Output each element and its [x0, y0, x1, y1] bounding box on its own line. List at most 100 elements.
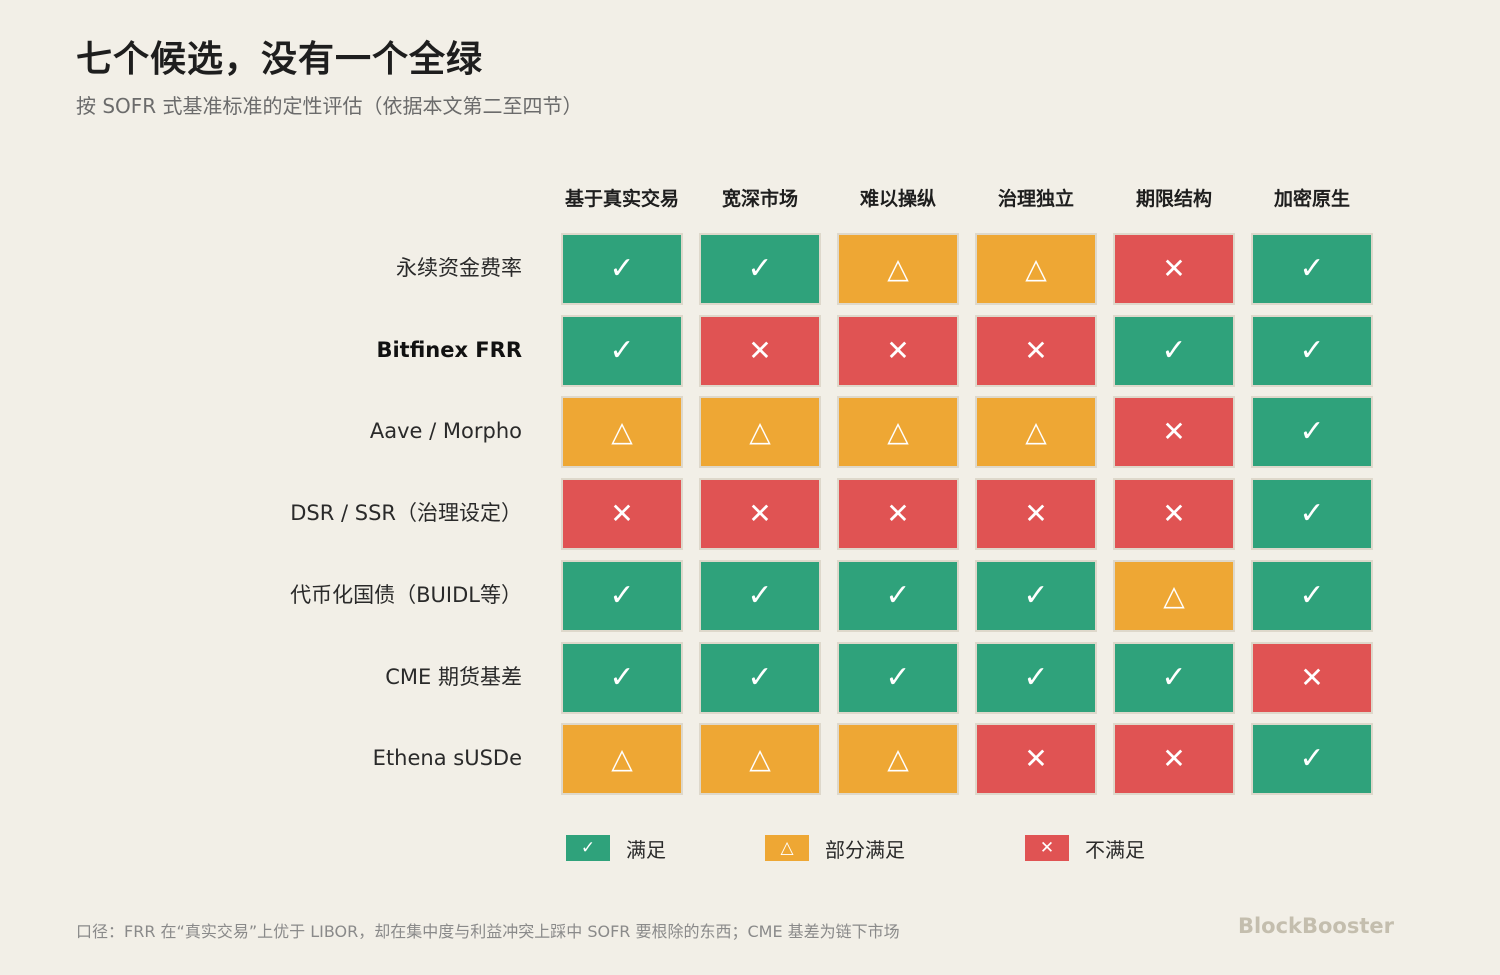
rating-cell-yes: ✓: [699, 560, 821, 632]
rating-cell-yes: ✓: [1251, 233, 1373, 305]
rating-symbol: △: [1163, 579, 1185, 612]
column-header: 治理独立: [997, 188, 1074, 210]
rating-symbol: ✓: [1161, 333, 1187, 368]
rating-cell-yes: ✓: [837, 560, 959, 632]
rating-symbol: ✓: [609, 251, 635, 286]
rating-cell-yes: ✓: [1251, 315, 1373, 387]
column-header: 基于真实交易: [564, 188, 679, 210]
rating-cell-partial: △: [975, 396, 1097, 468]
rating-symbol: △: [611, 742, 633, 775]
rating-cell-yes: ✓: [699, 642, 821, 714]
rating-symbol: ✓: [1299, 741, 1325, 776]
rating-cell-yes: ✓: [1251, 478, 1373, 550]
rating-cell-yes: ✓: [1113, 642, 1235, 714]
rating-symbol: △: [749, 742, 771, 775]
column-header: 期限结构: [1135, 188, 1212, 210]
rating-cell-no: ✕: [1113, 478, 1235, 550]
rating-cell-no: ✕: [1113, 233, 1235, 305]
rating-symbol: △: [611, 415, 633, 448]
rating-symbol: ✓: [1161, 660, 1187, 695]
rating-cell-partial: △: [837, 396, 959, 468]
rating-cell-yes: ✓: [561, 642, 683, 714]
rating-symbol: ✓: [609, 578, 635, 613]
rating-cell-yes: ✓: [1251, 560, 1373, 632]
rating-symbol: ✕: [1024, 742, 1048, 775]
rating-cell-yes: ✓: [975, 560, 1097, 632]
row-label: Aave / Morpho: [369, 419, 522, 443]
rating-cell-partial: △: [837, 723, 959, 795]
rating-cell-yes: ✓: [561, 315, 683, 387]
rating-cell-partial: △: [1113, 560, 1235, 632]
legend-item-partial: △ 部分满足: [765, 834, 905, 862]
chart-subtitle: 按 SOFR 式基准标准的定性评估（依据本文第二至四节）: [76, 94, 583, 118]
rating-symbol: ✕: [886, 497, 910, 530]
row-label: Bitfinex FRR: [376, 338, 522, 362]
rating-cell-no: ✕: [1113, 723, 1235, 795]
rating-cell-yes: ✓: [1113, 315, 1235, 387]
rating-symbol: △: [887, 742, 909, 775]
brand-logo: BlockBooster: [1237, 914, 1394, 938]
rating-cell-yes: ✓: [1251, 396, 1373, 468]
row-label: CME 期货基差: [385, 665, 522, 689]
column-header: 难以操纵: [859, 188, 936, 210]
rating-cell-no: ✕: [699, 478, 821, 550]
rating-cell-yes: ✓: [561, 233, 683, 305]
rating-cell-no: ✕: [837, 315, 959, 387]
rating-symbol: ✓: [747, 251, 773, 286]
rating-cell-yes: ✓: [699, 233, 821, 305]
row-label: Ethena sUSDe: [372, 746, 522, 770]
row-label: DSR / SSR（治理设定）: [290, 501, 522, 525]
rating-cell-no: ✕: [699, 315, 821, 387]
rating-symbol: ✕: [1162, 252, 1186, 285]
column-header: 宽深市场: [721, 188, 798, 210]
rating-cell-partial: △: [837, 233, 959, 305]
rating-symbol: ✕: [748, 497, 772, 530]
footnote: 口径：FRR 在“真实交易”上优于 LIBOR，却在集中度与利益冲突上踩中 SO…: [76, 922, 900, 941]
rating-symbol: ✓: [1023, 660, 1049, 695]
rating-cell-partial: △: [975, 233, 1097, 305]
rating-cell-no: ✕: [1251, 642, 1373, 714]
rating-cell-yes: ✓: [1251, 723, 1373, 795]
rating-cell-partial: △: [699, 396, 821, 468]
rating-symbol: ✕: [1024, 334, 1048, 367]
row-label: 代币化国债（BUIDL等）: [290, 583, 522, 607]
rating-cell-yes: ✓: [837, 642, 959, 714]
rating-cell-no: ✕: [1113, 396, 1235, 468]
rating-symbol: ✓: [1299, 578, 1325, 613]
rating-symbol: ✓: [1299, 496, 1325, 531]
legend-label-no: 不满足: [1085, 837, 1145, 862]
rating-symbol: ✕: [1024, 497, 1048, 530]
rating-symbol: ✓: [885, 578, 911, 613]
rating-symbol: ✕: [1300, 661, 1324, 694]
legend-swatch-partial: △: [765, 835, 809, 861]
rating-symbol: ✓: [1299, 251, 1325, 286]
rating-symbol: ✕: [1162, 415, 1186, 448]
rating-symbol: △: [887, 415, 909, 448]
rating-symbol: △: [1025, 415, 1047, 448]
rating-symbol: ✓: [609, 660, 635, 695]
rating-cell-no: ✕: [837, 478, 959, 550]
rating-symbol: ✕: [610, 497, 634, 530]
legend-swatch-yes: ✓: [566, 835, 610, 861]
rating-cell-no: ✕: [975, 478, 1097, 550]
rating-cell-yes: ✓: [561, 560, 683, 632]
rating-cell-no: ✕: [975, 723, 1097, 795]
legend-item-no: ✕ 不满足: [1025, 834, 1145, 862]
rating-symbol: ✓: [1299, 414, 1325, 449]
rating-symbol: △: [887, 252, 909, 285]
row-label: 永续资金费率: [396, 256, 522, 280]
rating-symbol: ✓: [747, 660, 773, 695]
legend-label-yes: 满足: [626, 837, 666, 862]
rating-cell-partial: △: [561, 723, 683, 795]
rating-cell-partial: △: [561, 396, 683, 468]
rating-symbol: ✕: [748, 334, 772, 367]
rating-cell-partial: △: [699, 723, 821, 795]
rating-symbol: ✓: [885, 660, 911, 695]
rating-symbol: ✓: [747, 578, 773, 613]
column-header: 加密原生: [1273, 188, 1350, 210]
legend-label-partial: 部分满足: [825, 837, 905, 862]
chart-title: 七个候选，没有一个全绿: [76, 39, 484, 80]
rating-cell-no: ✕: [975, 315, 1097, 387]
rating-symbol: △: [749, 415, 771, 448]
rating-symbol: ✓: [1299, 333, 1325, 368]
